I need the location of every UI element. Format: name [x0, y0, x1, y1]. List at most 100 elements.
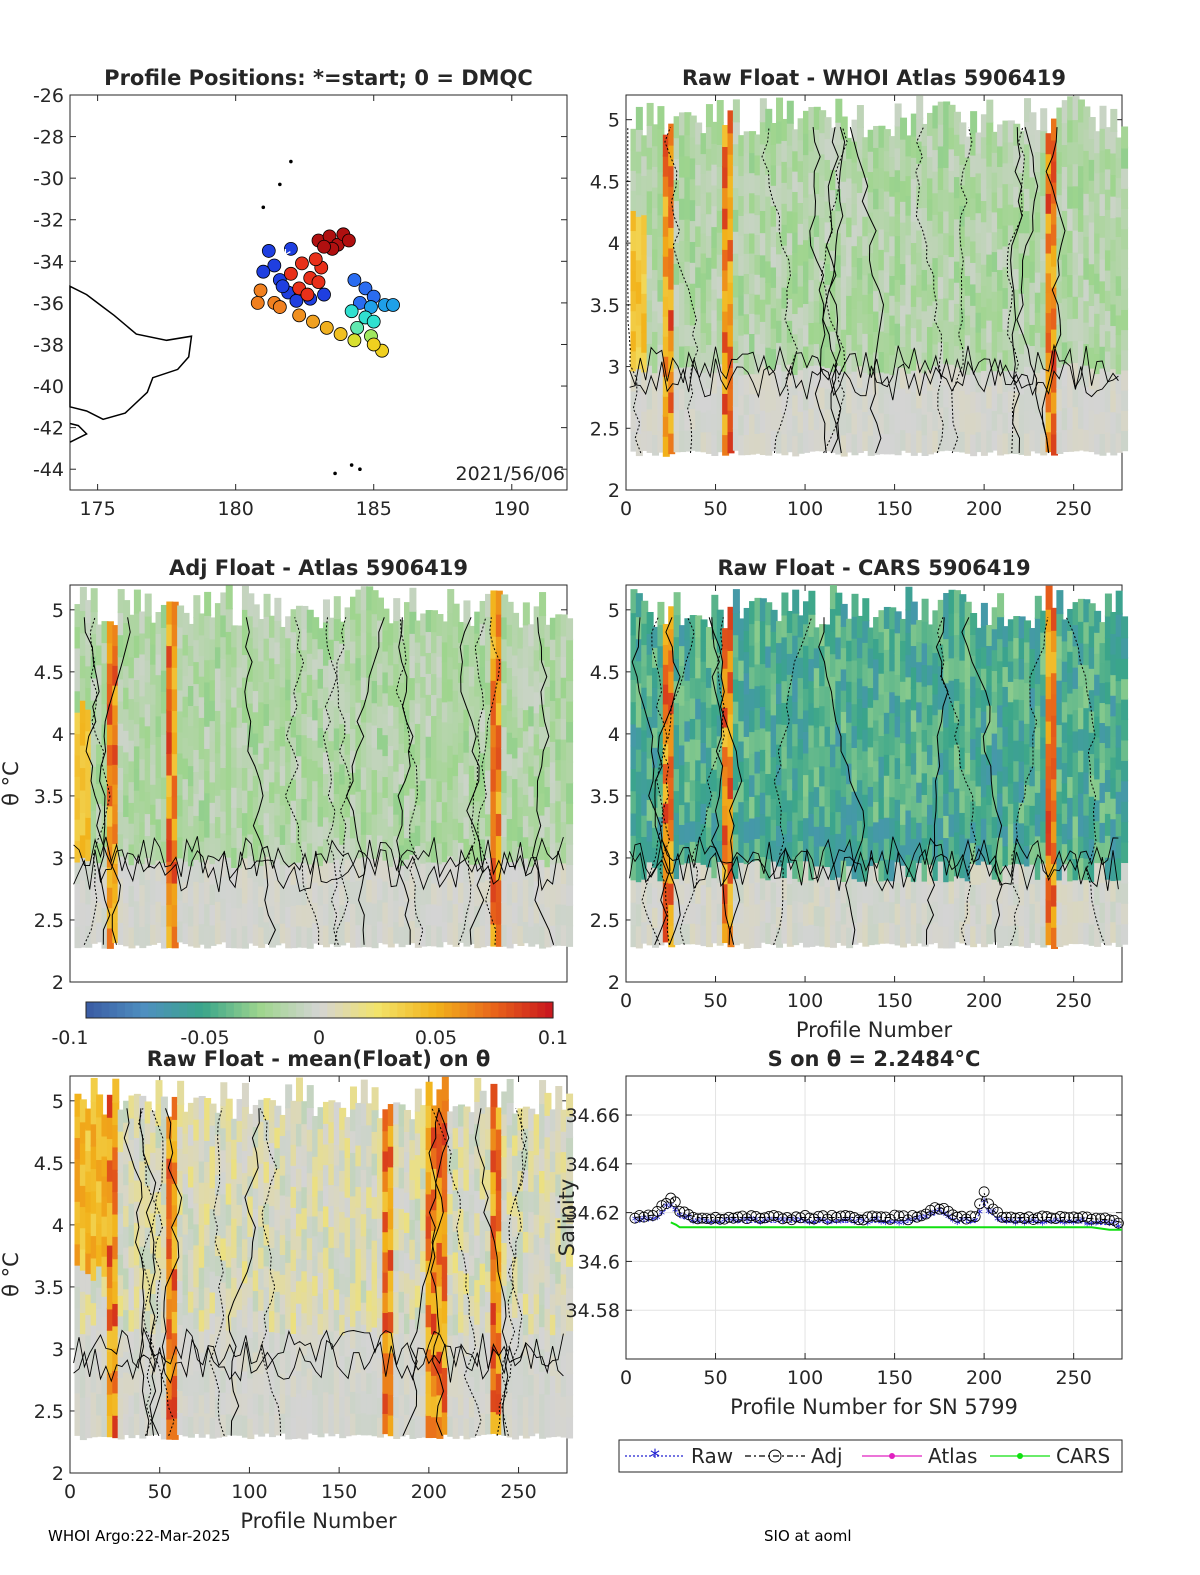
- heatmap-cell: [1110, 389, 1118, 413]
- heatmap-cell: [829, 765, 837, 790]
- heatmap-cell: [344, 607, 352, 630]
- heatmap-cell: [846, 255, 854, 277]
- heatmap-cell: [684, 902, 692, 925]
- heatmap-cell: [1067, 383, 1075, 408]
- heatmap-cell: [506, 925, 514, 949]
- heatmap-cell: [948, 656, 956, 681]
- heatmap-cell: [160, 904, 168, 928]
- heatmap-cell: [317, 864, 325, 886]
- heatmap-cell: [1121, 657, 1129, 680]
- heatmap-cell: [1002, 665, 1010, 687]
- heatmap-cell: [431, 714, 439, 737]
- heatmap-cell: [986, 407, 994, 431]
- heatmap-cell: [759, 320, 767, 345]
- heatmap-cell: [1077, 340, 1085, 364]
- heatmap-cell: [404, 687, 412, 711]
- heatmap-cell: [873, 779, 881, 802]
- heatmap-cell: [85, 924, 93, 948]
- heatmap-cell: [846, 721, 854, 744]
- heatmap-cell: [959, 122, 967, 145]
- heatmap-cell: [873, 800, 881, 823]
- heatmap-cell: [991, 878, 999, 901]
- heatmap-cell: [117, 1150, 125, 1173]
- heatmap-cell: [333, 618, 341, 642]
- heatmap-cell: [96, 1328, 104, 1352]
- heatmap-cell: [856, 636, 864, 659]
- heatmap-cell: [517, 905, 525, 927]
- heatmap-cell: [862, 641, 870, 665]
- heatmap-cell: [252, 859, 260, 883]
- heatmap-cell: [420, 800, 428, 823]
- heatmap-cell: [700, 822, 708, 845]
- heatmap-cell: [662, 762, 670, 784]
- heatmap-cell: [128, 614, 136, 637]
- heatmap-cell: [781, 223, 789, 246]
- heatmap-cell: [225, 743, 233, 768]
- heatmap-cell: [792, 393, 800, 416]
- profile-position-point: [344, 304, 359, 319]
- heatmap-cell: [517, 647, 525, 669]
- heatmap-cell: [79, 766, 87, 791]
- heatmap-cell: [792, 149, 800, 172]
- heatmap-cell: [749, 171, 757, 194]
- heatmap-cell: [711, 855, 719, 879]
- heatmap-cell: [549, 822, 557, 845]
- heatmap-cell: [339, 702, 347, 725]
- heatmap-cell: [695, 286, 703, 309]
- heatmap-cell: [910, 794, 918, 818]
- heatmap-cell: [770, 408, 778, 431]
- heatmap-cell: [1110, 673, 1118, 696]
- heatmap-cell: [204, 747, 212, 772]
- heatmap-cell: [90, 1279, 98, 1304]
- heatmap-cell: [953, 302, 961, 326]
- heatmap-cell: [652, 866, 660, 888]
- heatmap-cell: [743, 211, 751, 234]
- heatmap-cell: [528, 644, 536, 667]
- heatmap-cell: [673, 346, 681, 369]
- heatmap-cell: [797, 656, 805, 679]
- profile-position-point: [295, 256, 309, 271]
- heatmap-cell: [657, 901, 665, 925]
- heatmap-cell: [867, 210, 875, 233]
- heatmap-cell: [851, 834, 859, 858]
- heatmap-cell: [862, 176, 870, 198]
- heatmap-cell: [431, 882, 439, 905]
- heatmap-cell: [1061, 741, 1069, 764]
- heatmap-cell: [225, 630, 233, 655]
- heatmap-cell: [447, 743, 455, 768]
- heatmap-cell: [1013, 657, 1021, 680]
- heatmap-cell: [986, 275, 994, 299]
- heatmap-cell: [695, 676, 703, 699]
- heatmap-cell: [673, 680, 681, 704]
- heatmap-cell: [474, 716, 482, 739]
- heatmap-cell: [425, 840, 433, 863]
- heatmap-cell: [959, 204, 967, 227]
- heatmap-cell: [1045, 172, 1053, 194]
- heatmap-cell: [85, 1211, 93, 1234]
- heatmap-cell: [964, 255, 972, 277]
- heatmap-cell: [894, 611, 902, 634]
- heatmap-cell: [128, 635, 136, 658]
- heatmap-cell: [512, 695, 520, 718]
- heatmap-cell: [781, 286, 789, 309]
- heatmap-cell: [295, 797, 303, 821]
- heatmap-cell: [797, 222, 805, 245]
- heatmap-cell: [802, 708, 810, 732]
- heatmap-cell: [117, 1417, 125, 1440]
- heatmap-cell: [1050, 777, 1058, 801]
- heatmap-cell: [921, 433, 929, 456]
- heatmap-cell: [754, 859, 762, 883]
- heatmap-cell: [883, 753, 891, 776]
- heatmap-cell: [770, 245, 778, 268]
- heatmap-cell: [1013, 759, 1021, 782]
- heatmap-cell: [479, 751, 487, 775]
- heatmap-cell: [716, 798, 724, 821]
- heatmap-cell: [85, 1375, 93, 1398]
- heatmap-cell: [1104, 834, 1112, 858]
- heatmap-cell: [878, 411, 886, 434]
- heatmap-cell: [560, 717, 568, 740]
- heatmap-cell: [160, 1373, 168, 1397]
- heatmap-cell: [1099, 921, 1107, 943]
- heatmap-cell: [306, 630, 314, 654]
- heatmap-cell: [716, 902, 724, 925]
